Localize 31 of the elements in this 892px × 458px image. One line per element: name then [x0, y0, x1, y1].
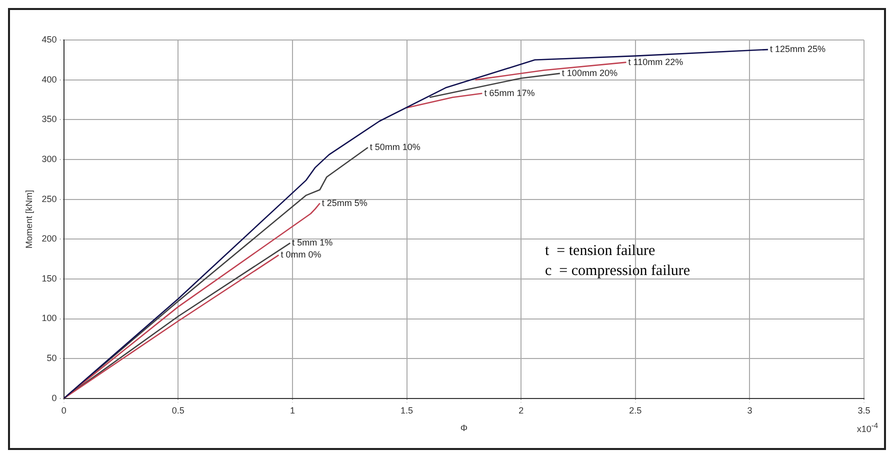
x-tick-label: 1 — [290, 405, 295, 416]
y-axis-title: Moment [kNm] — [24, 190, 34, 248]
x-tick-label: 0.5 — [172, 405, 184, 416]
x-tick-label: 2.5 — [629, 405, 642, 416]
annotation: t 50mm 10% — [370, 142, 420, 152]
x-axis-title: Φ — [460, 423, 468, 434]
annotation: t 5mm 1% — [292, 238, 333, 248]
text: x10$^{-4}$ — [856, 421, 878, 434]
annotation: t = tension failure — [545, 242, 656, 261]
y-tick-label: 250 — [42, 194, 57, 204]
y-tick-label: 100 — [42, 313, 57, 324]
x-tick-label: 0 — [61, 405, 66, 416]
annotation: t 125mm 25% — [770, 44, 826, 54]
x-tick-label: 1.5 — [400, 405, 414, 416]
y-tick-label: 50 — [46, 353, 57, 364]
x-tick-label: 2 — [518, 405, 524, 416]
annotation: c = compression failure — [545, 262, 692, 281]
annotation: t 25mm 5% — [322, 198, 368, 208]
annotation: t 65mm 17% — [484, 88, 535, 98]
y-tick-label: 0 — [52, 392, 57, 403]
x-tick-label: 3.5 — [858, 405, 870, 416]
y-tick-label: 350 — [42, 114, 57, 124]
y-tick-label: 300 — [42, 154, 57, 164]
y-tick-label: 450 — [42, 34, 57, 44]
y-tick-label: 400 — [42, 74, 57, 84]
y-tick-label: 200 — [42, 234, 57, 244]
annotation: t 100mm 20% — [562, 68, 618, 78]
annotation: t 110mm 22% — [628, 56, 684, 67]
annotation: t 0mm 0% — [280, 250, 322, 260]
x-tick-label: 3 — [747, 405, 752, 416]
y-tick-label: 150 — [42, 273, 57, 284]
